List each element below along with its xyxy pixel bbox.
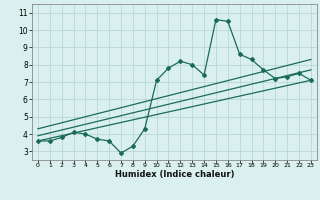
X-axis label: Humidex (Indice chaleur): Humidex (Indice chaleur) xyxy=(115,170,234,179)
